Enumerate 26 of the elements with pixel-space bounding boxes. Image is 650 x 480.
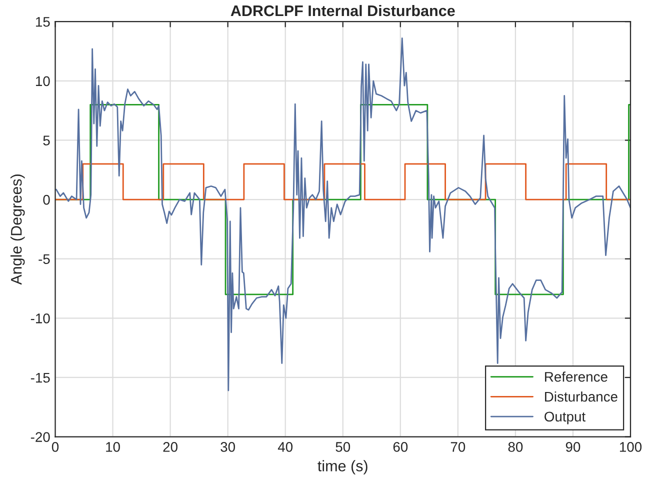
x-tick-label: 70 <box>450 442 466 452</box>
y-tick-label: -20 <box>30 432 50 442</box>
x-tick-label: 30 <box>220 442 236 452</box>
x-axis-title: time (s) <box>318 460 368 474</box>
y-tick-label: 10 <box>36 76 50 86</box>
y-tick-label: -5 <box>38 254 50 264</box>
x-tick-label: 10 <box>106 442 120 452</box>
y-tick-label: -15 <box>30 372 50 383</box>
x-tick-label: 0 <box>52 442 59 452</box>
y-axis-title: Angle (Degrees) <box>10 174 25 285</box>
x-tick-label: 60 <box>393 442 408 452</box>
line-series <box>56 38 630 392</box>
x-tick-label: 40 <box>278 442 293 452</box>
x-tick-label: 50 <box>336 442 350 452</box>
legend-label: Disturbance <box>545 391 618 402</box>
legend-label: Reference <box>545 372 608 382</box>
legend-label: Output <box>544 412 586 424</box>
x-tick-label: 80 <box>508 442 523 452</box>
y-tick-label: -10 <box>30 314 50 324</box>
y-tick-label: 5 <box>43 136 50 146</box>
y-tick-label: 15 <box>36 17 50 27</box>
y-tick-label: 0 <box>43 194 50 205</box>
x-tick-label: 90 <box>566 442 580 452</box>
chart-title: ADRCLPF Internal Disturbance <box>230 4 455 16</box>
x-tick-label: 20 <box>163 442 178 452</box>
x-tick-label: 100 <box>620 442 642 452</box>
